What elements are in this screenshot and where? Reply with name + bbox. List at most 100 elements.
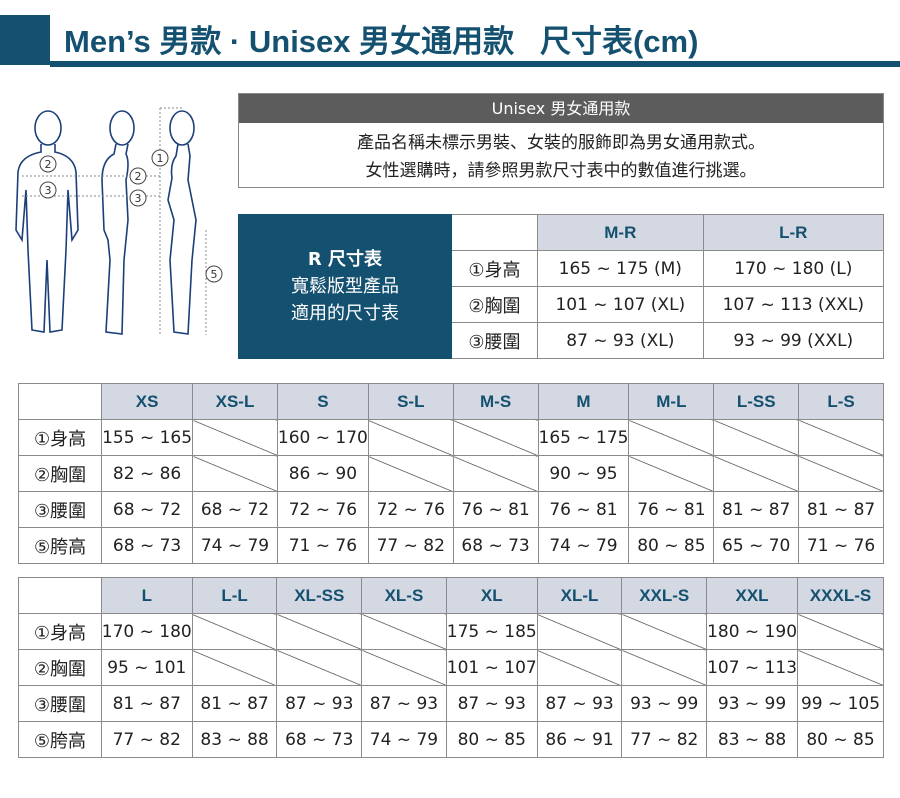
table-cell: 101 ~ 107 (XL) [537, 286, 704, 323]
table-row: ③腰圍 68 ~ 72 68 ~ 72 72 ~ 76 72 ~ 76 76 ~ 81 76… [17, 491, 884, 528]
table-cell: 77 ~ 82 [100, 721, 193, 758]
table-cell: 77 ~ 82 [367, 527, 454, 564]
marker-inseam: 5 [211, 268, 218, 281]
table-cell: 170 ~ 180 [100, 613, 193, 650]
column-header: XL-L [536, 577, 623, 614]
table-cell: 83 ~ 88 [191, 721, 278, 758]
table-cell: 87 ~ 93 [536, 685, 623, 722]
empty-cell [798, 419, 884, 456]
table-cell: 74 ~ 79 [361, 721, 447, 758]
table-cell: 180 ~ 190 [706, 613, 799, 650]
table-cell: 71 ~ 76 [276, 527, 369, 564]
empty-cell [192, 419, 278, 456]
marker-chest-side: 2 [135, 170, 142, 183]
column-header: L-SS [713, 383, 800, 420]
table-cell: 68 ~ 73 [101, 527, 194, 564]
table-cell: 86 ~ 90 [276, 455, 369, 492]
table-cell: 101 ~ 107 [445, 649, 538, 686]
table-cell: 68 ~ 72 [101, 491, 194, 528]
table-cell: 86 ~ 91 [536, 721, 623, 758]
table-row: ⑤胯高 68 ~ 73 74 ~ 79 71 ~ 76 77 ~ 82 68 ~ 73 74… [17, 527, 884, 564]
column-header: XS-L [192, 383, 278, 420]
table-cell: 87 ~ 93 [276, 685, 363, 722]
table-row: ①身高 170 ~ 180 175 ~ 185 180 ~ 190 [18, 613, 884, 650]
info-line: 產品名稱未標示男裝、女裝的服飾即為男女通用款式。 [357, 133, 765, 153]
empty-cell [713, 419, 800, 456]
column-header: XL [445, 577, 538, 614]
measurement-guides [22, 107, 207, 335]
table-row: ②胸圍 95 ~ 101 101 ~ 107 107 ~ 113 [18, 649, 884, 686]
table-cell: 76 ~ 81 [452, 491, 539, 528]
table-row: ①身高 155 ~ 165 160 ~ 170 165 ~ 175 [17, 419, 884, 456]
empty-cell [361, 649, 447, 686]
table-row: ⑤胯高 77 ~ 82 83 ~ 88 68 ~ 73 74 ~ 79 80 ~ 85 86… [18, 721, 884, 758]
column-header: L-R [702, 214, 885, 251]
table-cell: 80 ~ 85 [797, 721, 884, 758]
marker-height: 1 [157, 152, 164, 165]
table-cell: 72 ~ 76 [367, 491, 454, 528]
r-table-subtitle: 適用的尺寸表 [291, 303, 399, 324]
column-header: XXL-S [621, 577, 708, 614]
table-cell: 87 ~ 93 [361, 685, 447, 722]
row-label: ⑤胯高 [17, 527, 103, 564]
row-label: ③腰圍 [18, 685, 102, 722]
empty-cell [798, 455, 884, 492]
column-header: XXXL-S [797, 577, 884, 614]
female-figure-icon [167, 110, 197, 335]
table-cell: 83 ~ 88 [706, 721, 799, 758]
table-cell: 76 ~ 81 [628, 491, 715, 528]
empty-cell [452, 419, 539, 456]
marker-chest: 2 [45, 158, 52, 171]
empty-cell [276, 613, 363, 650]
empty-cell [628, 455, 715, 492]
column-header: S-L [367, 383, 454, 420]
empty-cell [797, 613, 884, 650]
row-label: ②胸圍 [18, 649, 102, 686]
column-header: M-L [628, 383, 715, 420]
empty-cell [536, 613, 623, 650]
table-cell: 68 ~ 73 [276, 721, 363, 758]
table-cell: 87 ~ 93 (XL) [537, 322, 704, 359]
info-heading: Unisex 男女通用款 [239, 94, 883, 123]
table-row: ③腰圍 81 ~ 87 81 ~ 87 87 ~ 93 87 ~ 93 87 ~ 93 87… [18, 685, 884, 722]
empty-cell [367, 455, 454, 492]
column-header: XS [101, 383, 194, 420]
r-table-title-cell: R 尺寸表 寬鬆版型產品 適用的尺寸表 [238, 214, 452, 359]
column-header: M [537, 383, 630, 420]
empty-cell [191, 613, 278, 650]
empty-cell [628, 419, 715, 456]
empty-cell [367, 419, 454, 456]
table-row: ②胸圍 82 ~ 86 86 ~ 90 90 ~ 95 [17, 455, 884, 492]
table-cell: 93 ~ 99 [706, 685, 799, 722]
title-accent-block [0, 15, 50, 65]
table-cell: 72 ~ 76 [276, 491, 369, 528]
table-cell: 90 ~ 95 [537, 455, 630, 492]
table-cell: 95 ~ 101 [100, 649, 193, 686]
table-cell: 71 ~ 76 [798, 527, 884, 564]
column-header: M-S [452, 383, 539, 420]
table-cell: 107 ~ 113 [706, 649, 799, 686]
table-cell: 81 ~ 87 [798, 491, 884, 528]
table-cell: 65 ~ 70 [713, 527, 800, 564]
size-table-2: L L-L XL-SS XL-S XL XL-L XXL-S XXL XXXL-S ①身高 170 … [18, 577, 884, 758]
table-cell: 165 ~ 175 [537, 419, 630, 456]
row-label: ②胸圍 [451, 286, 538, 323]
table-cell: 74 ~ 79 [192, 527, 278, 564]
table-cell: 81 ~ 87 [191, 685, 278, 722]
empty-cell [192, 455, 278, 492]
empty-cell [536, 649, 623, 686]
table-cell: 175 ~ 185 [445, 613, 538, 650]
page-title: Men’s 男款 · Unisex 男女通用款 尺寸表(cm) [64, 24, 699, 59]
table-cell: 80 ~ 85 [445, 721, 538, 758]
row-label: ①身高 [18, 613, 102, 650]
table-cell: 82 ~ 86 [101, 455, 194, 492]
empty-cell [191, 649, 278, 686]
row-label: ⑤胯高 [18, 721, 102, 758]
table-cell: 160 ~ 170 [276, 419, 369, 456]
title-underline [50, 61, 900, 67]
table-cell: 74 ~ 79 [537, 527, 630, 564]
table-cell: 77 ~ 82 [621, 721, 708, 758]
row-label: ③腰圍 [451, 322, 538, 359]
empty-cell [713, 455, 800, 492]
empty-cell [797, 649, 884, 686]
